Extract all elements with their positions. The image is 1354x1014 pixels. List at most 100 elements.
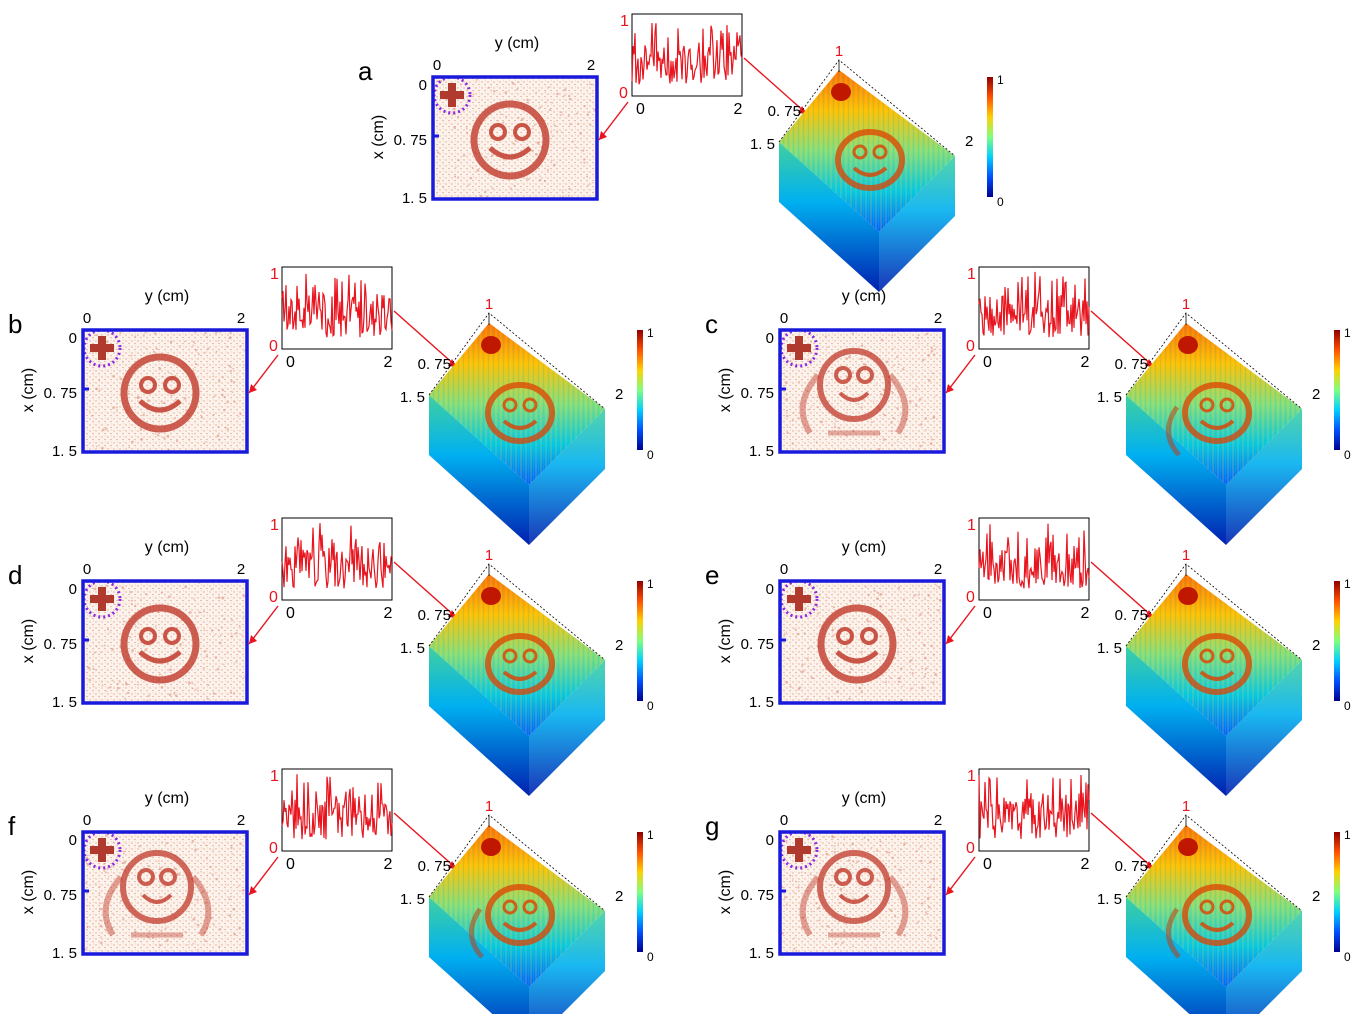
speckle-dot bbox=[587, 184, 590, 187]
surface-side-left bbox=[429, 646, 529, 796]
trace-tick-y1: 1 bbox=[967, 768, 976, 785]
image-frame bbox=[431, 75, 599, 201]
speckle-dot bbox=[243, 364, 245, 367]
speckle-dot bbox=[858, 686, 862, 690]
speckle-dot bbox=[445, 99, 448, 101]
speckle-dot bbox=[873, 589, 876, 592]
speckle-dot bbox=[232, 907, 236, 911]
speckle-dot bbox=[221, 388, 225, 392]
speckle-dot bbox=[924, 598, 926, 601]
speckle-dot bbox=[575, 112, 578, 115]
speckle-dot bbox=[900, 698, 903, 702]
cross-horizontal bbox=[787, 846, 811, 854]
speckle-dot bbox=[99, 924, 103, 928]
surface-eye-right bbox=[1219, 397, 1235, 413]
surface-mouth bbox=[1199, 921, 1235, 932]
speckle-dot bbox=[880, 845, 882, 847]
speckle-dot bbox=[836, 862, 838, 865]
speckle-dot bbox=[797, 881, 800, 883]
trace-line bbox=[281, 774, 393, 840]
speckle-dot bbox=[214, 656, 218, 659]
speckle-dot bbox=[824, 335, 827, 338]
speckle-dot bbox=[843, 930, 846, 933]
trace-tick-y1: 1 bbox=[270, 266, 279, 283]
speckle-dot bbox=[209, 865, 212, 869]
speckle-dot bbox=[892, 416, 895, 420]
x-tick-15: 1. 5 bbox=[749, 443, 774, 460]
speckle-dot bbox=[218, 928, 222, 931]
trace-plot: 1 00 2 bbox=[269, 768, 393, 873]
speckle-dot bbox=[828, 926, 831, 928]
speckle-dot bbox=[191, 682, 194, 685]
speckle-dot bbox=[203, 931, 207, 934]
trace-tick-y0: 0 bbox=[269, 589, 278, 606]
speckle-dot bbox=[229, 331, 232, 335]
x-axis-label: x (cm) bbox=[20, 870, 37, 914]
surface-tick-075: 0. 75 bbox=[418, 356, 451, 373]
surface-tick-15: 1. 5 bbox=[400, 891, 425, 908]
speckle-dot bbox=[879, 392, 883, 396]
speckle-dot bbox=[241, 889, 245, 892]
speckle-dot bbox=[462, 154, 466, 157]
speckle-dot bbox=[451, 113, 454, 116]
speckle-dot bbox=[898, 586, 901, 589]
trace-tick-x0: 0 bbox=[983, 354, 992, 371]
speckle-dot bbox=[903, 933, 907, 937]
arrow-to-surface bbox=[1090, 812, 1155, 870]
speckle-dot bbox=[224, 635, 226, 638]
speckle-dot bbox=[218, 945, 221, 948]
speckle-dot bbox=[797, 417, 800, 420]
speckle-dot bbox=[889, 908, 893, 912]
speckle-dot bbox=[933, 353, 936, 356]
x-tick-0: 0 bbox=[69, 581, 77, 598]
speckle-dot bbox=[164, 927, 167, 930]
speckle-dot bbox=[140, 438, 144, 441]
colorbar-min: 0 bbox=[1344, 699, 1351, 713]
x-axis-label: x (cm) bbox=[717, 870, 734, 914]
speckle-dot bbox=[903, 842, 906, 846]
surface-mouth bbox=[1199, 419, 1235, 430]
speckle-dot bbox=[898, 676, 901, 680]
speckle-dot bbox=[124, 697, 127, 700]
speckle-dot bbox=[135, 625, 137, 628]
surface-plot: 1 0. 75 1. 5 2 bbox=[1097, 296, 1320, 545]
y-axis-label: y (cm) bbox=[145, 790, 189, 807]
speckle-dot bbox=[173, 691, 176, 694]
speckle-dot bbox=[491, 187, 494, 190]
speckle-dot bbox=[543, 179, 546, 183]
surface-tick-075: 0. 75 bbox=[768, 103, 801, 120]
speckle-dot bbox=[484, 190, 487, 193]
speckle-dot bbox=[925, 332, 929, 336]
speckle-dot bbox=[904, 435, 907, 438]
speckle-dot bbox=[910, 349, 912, 351]
speckle-dot bbox=[931, 947, 933, 950]
speckle-dot bbox=[931, 372, 934, 375]
speckle-dot bbox=[583, 158, 586, 161]
x-tick-075: 0. 75 bbox=[44, 887, 77, 904]
arrow-to-image bbox=[598, 101, 629, 141]
panel-label: b bbox=[8, 309, 22, 339]
speckle-dot bbox=[170, 394, 173, 397]
speckle-dot bbox=[201, 410, 203, 413]
surface-eye-right bbox=[1219, 899, 1235, 915]
speckle-dot bbox=[800, 926, 804, 929]
arrowhead-image bbox=[249, 384, 257, 393]
speckle-dot bbox=[184, 390, 187, 393]
y-tick-0: 0 bbox=[780, 812, 788, 829]
speckle-dot bbox=[206, 697, 209, 700]
speckle-dot bbox=[835, 420, 837, 423]
speckle-dot bbox=[875, 384, 878, 386]
colorbar: 10 bbox=[1334, 828, 1351, 964]
surface-tick-top: 1 bbox=[835, 43, 843, 60]
speckle-dot bbox=[931, 681, 935, 684]
speckle-dot bbox=[805, 698, 808, 700]
speckle-dot bbox=[825, 852, 829, 856]
cross-horizontal bbox=[90, 344, 114, 352]
speckle-dot bbox=[122, 620, 125, 623]
y-tick-2: 2 bbox=[587, 57, 595, 74]
arrow-to-surface bbox=[1090, 310, 1155, 368]
mouth bbox=[835, 650, 879, 664]
speckle-dot bbox=[156, 434, 160, 437]
speckle-dot bbox=[890, 421, 893, 424]
speckle-dot bbox=[827, 370, 830, 373]
